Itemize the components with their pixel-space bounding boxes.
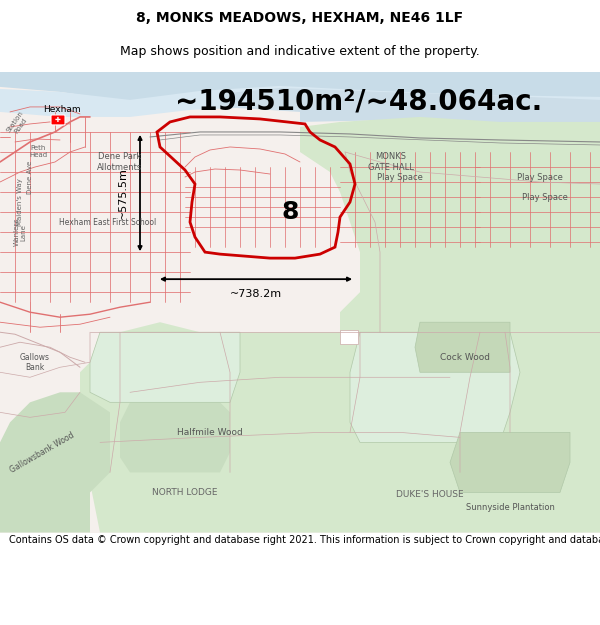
Text: NORTH LODGE: NORTH LODGE bbox=[152, 488, 218, 497]
Text: Map shows position and indicative extent of the property.: Map shows position and indicative extent… bbox=[120, 45, 480, 58]
Polygon shape bbox=[415, 322, 510, 372]
Polygon shape bbox=[120, 402, 230, 472]
Text: Wanless
Lane: Wanless Lane bbox=[14, 217, 26, 246]
Polygon shape bbox=[220, 88, 600, 127]
Polygon shape bbox=[350, 332, 520, 442]
Text: 8, MONKS MEADOWS, HEXHAM, NE46 1LF: 8, MONKS MEADOWS, HEXHAM, NE46 1LF bbox=[136, 11, 464, 25]
Text: Maiden's Way: Maiden's Way bbox=[17, 178, 23, 226]
Text: DUKE'S HOUSE: DUKE'S HOUSE bbox=[396, 490, 464, 499]
Text: 8: 8 bbox=[281, 200, 299, 224]
Bar bbox=[340, 330, 358, 344]
Polygon shape bbox=[80, 322, 600, 532]
Text: Contains OS data © Crown copyright and database right 2021. This information is : Contains OS data © Crown copyright and d… bbox=[9, 535, 600, 545]
Text: Gallows
Bank: Gallows Bank bbox=[20, 352, 50, 372]
Text: Sunnyside Plantation: Sunnyside Plantation bbox=[466, 503, 554, 512]
Text: Station
Road: Station Road bbox=[5, 110, 31, 138]
FancyBboxPatch shape bbox=[51, 115, 65, 125]
Text: Dene Ave: Dene Ave bbox=[27, 161, 33, 194]
Text: MONKS
GATE HALL: MONKS GATE HALL bbox=[368, 152, 414, 172]
Text: ✚: ✚ bbox=[55, 117, 61, 123]
Text: Cock Wood: Cock Wood bbox=[440, 352, 490, 362]
Polygon shape bbox=[90, 332, 240, 402]
Text: ~575.5m: ~575.5m bbox=[118, 167, 128, 219]
Text: Play Space: Play Space bbox=[522, 192, 568, 201]
Text: Hexham East First School: Hexham East First School bbox=[59, 217, 157, 227]
Text: Halfmile Wood: Halfmile Wood bbox=[177, 428, 243, 437]
Polygon shape bbox=[0, 86, 600, 124]
Polygon shape bbox=[450, 432, 570, 492]
Text: Gallowsbank Wood: Gallowsbank Wood bbox=[8, 431, 76, 474]
Text: ~194510m²/~48.064ac.: ~194510m²/~48.064ac. bbox=[175, 88, 542, 116]
Polygon shape bbox=[300, 117, 600, 332]
Text: Hexham: Hexham bbox=[43, 106, 81, 114]
Text: Peth
Head: Peth Head bbox=[29, 146, 47, 159]
Polygon shape bbox=[0, 72, 600, 102]
Text: Play Space: Play Space bbox=[517, 173, 563, 181]
Text: Dene Park
Allotments: Dene Park Allotments bbox=[97, 152, 143, 172]
Polygon shape bbox=[0, 392, 110, 532]
Text: ~738.2m: ~738.2m bbox=[230, 289, 282, 299]
Text: Play Space: Play Space bbox=[377, 173, 423, 181]
